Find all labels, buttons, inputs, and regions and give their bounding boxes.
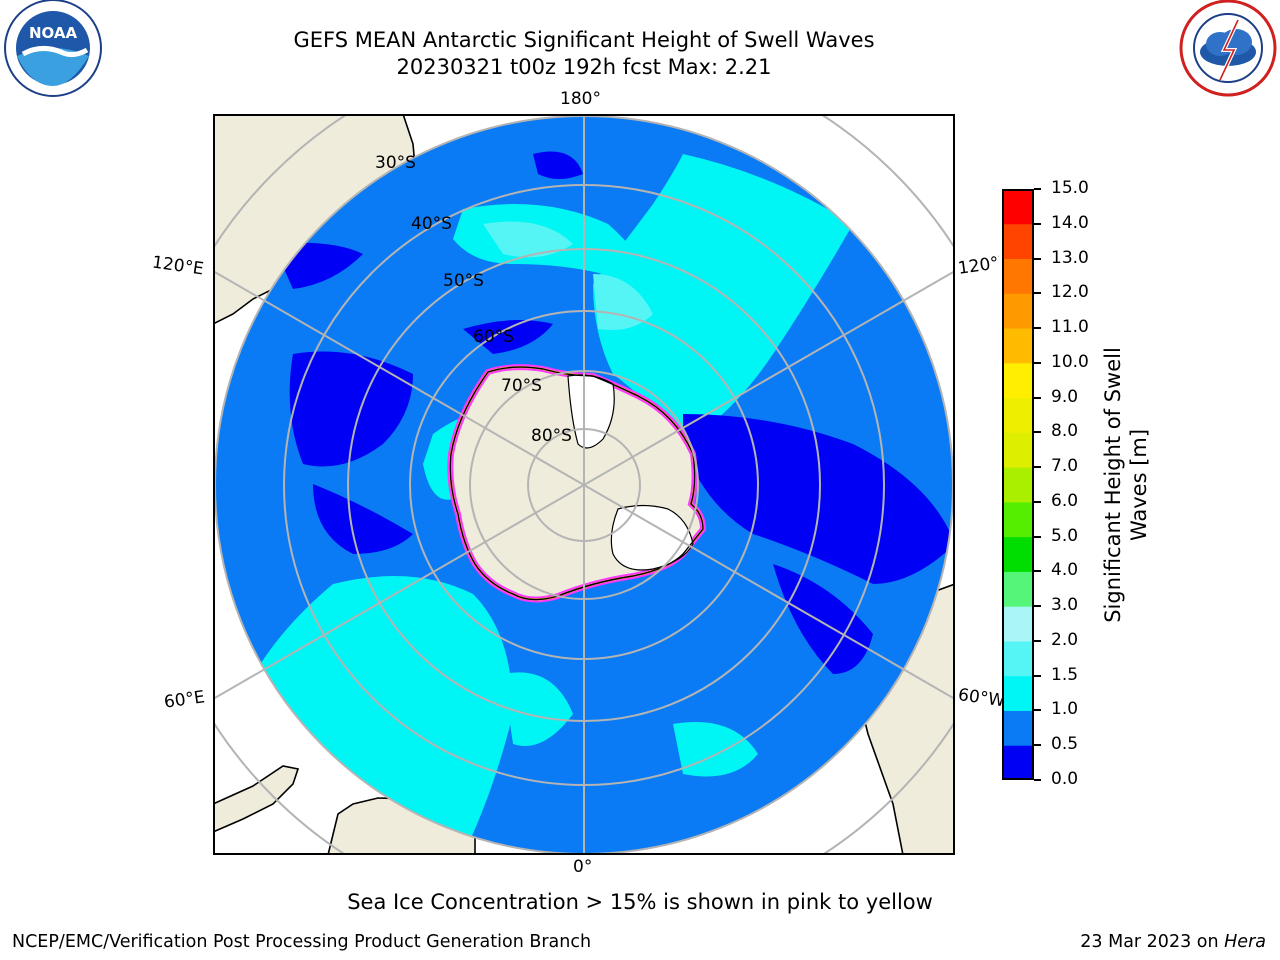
lon-label-120e: 120°E bbox=[150, 252, 205, 280]
footer-date: 23 Mar 2023 on Hera bbox=[1080, 932, 1266, 952]
lon-label-120w: 120°W bbox=[956, 253, 1002, 279]
colorbar-tick-mark bbox=[1034, 327, 1041, 330]
plot-title: GEFS MEAN Antarctic Significant Height o… bbox=[293, 28, 875, 52]
colorbar-tick-mark bbox=[1034, 466, 1041, 469]
colorbar-tick-mark bbox=[1034, 257, 1041, 260]
lat-label-40s: 40°S bbox=[411, 214, 452, 234]
colorbar-tick-label: 8.0 bbox=[1051, 421, 1079, 442]
plot-subtitle: 20230321 t00z 192h fcst Max: 2.21 bbox=[396, 55, 772, 79]
lat-label-60s: 60°S bbox=[473, 327, 514, 347]
footer-credit: NCEP/EMC/Verification Post Processing Pr… bbox=[12, 932, 592, 952]
colorbar-tick-mark bbox=[1034, 500, 1041, 503]
colorbar-tick-label: 10.0 bbox=[1051, 351, 1089, 372]
colorbar-bin bbox=[1002, 293, 1034, 329]
colorbar-tick-label: 7.0 bbox=[1051, 456, 1079, 477]
colorbar-tick-label: 0.0 bbox=[1051, 769, 1079, 789]
colorbar-bin bbox=[1002, 432, 1034, 468]
colorbar-bin bbox=[1002, 536, 1034, 572]
colorbar-bin bbox=[1002, 745, 1034, 781]
lat-label-50s: 50°S bbox=[443, 271, 484, 291]
map-panel: 30°S 40°S 50°S 60°S 70°S 80°S bbox=[213, 114, 955, 855]
colorbar-bin bbox=[1002, 571, 1034, 607]
colorbar-bin bbox=[1002, 467, 1034, 503]
colorbar-tick-label: 5.0 bbox=[1051, 525, 1079, 546]
colorbar-bin bbox=[1002, 606, 1034, 642]
colorbar-tick-mark bbox=[1034, 188, 1041, 190]
colorbar-label-line1: Significant Height of Swell bbox=[1101, 347, 1125, 623]
colorbar-tick-label: 6.0 bbox=[1051, 490, 1079, 511]
colorbar-bin bbox=[1002, 501, 1034, 538]
lat-label-30s: 30°S bbox=[375, 153, 416, 173]
colorbar-bin bbox=[1002, 397, 1034, 433]
lon-label-60w: 60°W bbox=[956, 685, 1004, 711]
colorbar-tick-label: 3.0 bbox=[1051, 595, 1079, 616]
colorbar-tick-mark bbox=[1034, 639, 1041, 642]
colorbar-tick-mark bbox=[1034, 361, 1041, 364]
colorbar-tick-mark bbox=[1034, 535, 1041, 538]
colorbar-tick-label: 4.0 bbox=[1051, 560, 1079, 581]
continent-madagascar bbox=[213, 765, 300, 833]
colorbar-label-line2: Waves [m] bbox=[1127, 428, 1151, 542]
colorbar-ticks: 0.0 0.5 1.0 1.5 2.0 3.0 4.0 5.0 6.0 7.0 8.0 9.0 10.0… bbox=[1034, 178, 1096, 789]
lon-label-60e: 60°E bbox=[162, 687, 207, 713]
colorbar-tick-mark bbox=[1034, 396, 1041, 399]
colorbar-tick-label: 11.0 bbox=[1051, 317, 1089, 338]
colorbar-bin bbox=[1002, 189, 1034, 225]
colorbar bbox=[1002, 189, 1034, 781]
colorbar-tick-mark bbox=[1034, 779, 1041, 781]
colorbar-tick-mark bbox=[1034, 709, 1041, 712]
colorbar-tick-mark bbox=[1034, 292, 1041, 295]
colorbar-bin bbox=[1002, 640, 1034, 677]
colorbar-tick-label: 9.0 bbox=[1051, 386, 1079, 407]
colorbar-tick-label: 12.0 bbox=[1051, 282, 1089, 303]
colorbar-tick-mark bbox=[1034, 744, 1041, 747]
colorbar-bin bbox=[1002, 675, 1034, 711]
colorbar-label-wrap: Significant Height of Swell Waves [m] bbox=[1066, 347, 1186, 623]
colorbar-tick-mark bbox=[1034, 431, 1041, 434]
lat-label-80s: 80°S bbox=[531, 426, 572, 446]
colorbar-tick-mark bbox=[1034, 222, 1041, 225]
colorbar-label: Significant Height of Swell Waves [m] bbox=[1100, 347, 1152, 623]
noaa-logo-text: NOAA bbox=[29, 24, 78, 42]
colorbar-tick-label: 2.0 bbox=[1051, 629, 1079, 650]
footer-date-text: 23 Mar 2023 on bbox=[1080, 932, 1225, 952]
colorbar-tick-label: 13.0 bbox=[1051, 247, 1089, 268]
colorbar-bin bbox=[1002, 710, 1034, 746]
sea-ice-note: Sea Ice Concentration > 15% is shown in … bbox=[347, 890, 933, 914]
colorbar-tick-mark bbox=[1034, 570, 1041, 573]
colorbar-bin bbox=[1002, 258, 1034, 294]
colorbar-tick-mark bbox=[1034, 605, 1041, 608]
colorbar-tick-label: 0.5 bbox=[1051, 734, 1079, 755]
nws-logo bbox=[1176, 0, 1280, 100]
colorbar-tick-label: 1.0 bbox=[1051, 699, 1079, 720]
footer-machine: Hera bbox=[1224, 932, 1266, 952]
lon-label-180: 180° bbox=[560, 89, 601, 109]
colorbar-bin bbox=[1002, 362, 1034, 399]
noaa-logo: NOAA bbox=[1, 0, 105, 100]
colorbar-tick-label: 14.0 bbox=[1051, 212, 1089, 233]
colorbar-bin bbox=[1002, 328, 1034, 364]
colorbar-bin bbox=[1002, 223, 1034, 260]
colorbar-frame bbox=[1002, 189, 1034, 780]
colorbar-tick-mark bbox=[1034, 674, 1041, 677]
lon-label-0: 0° bbox=[573, 857, 593, 877]
colorbar-tick-label: 15.0 bbox=[1051, 178, 1089, 198]
colorbar-tick-label: 1.5 bbox=[1051, 664, 1079, 685]
lat-label-70s: 70°S bbox=[501, 376, 542, 396]
